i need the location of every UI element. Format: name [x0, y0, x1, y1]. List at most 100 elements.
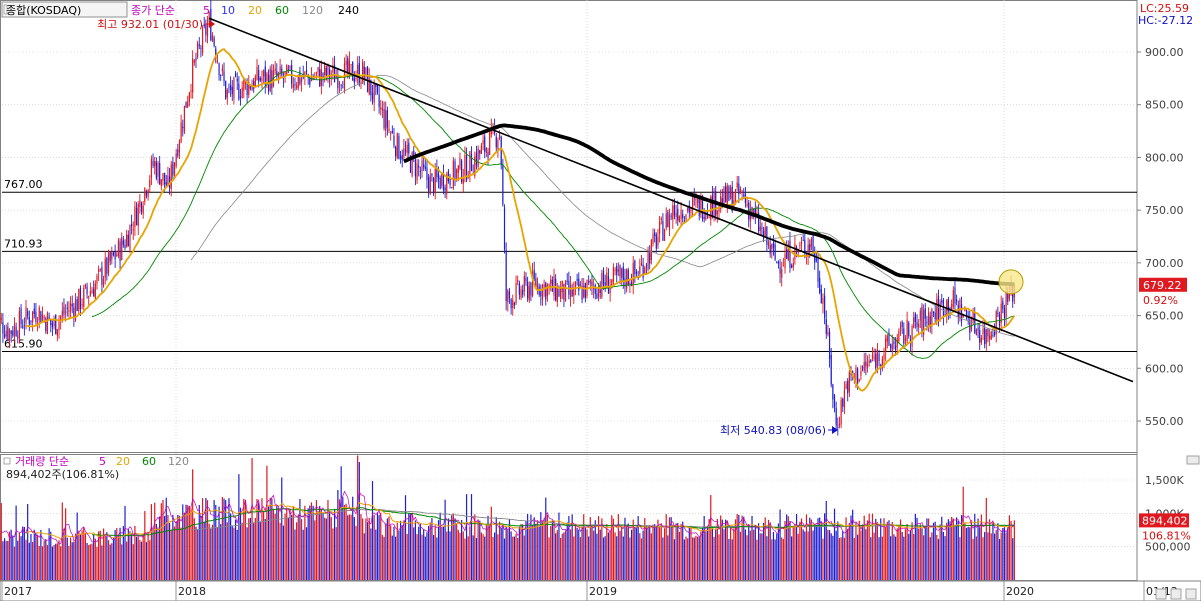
candle-body: [269, 68, 271, 91]
volume-bar: [589, 517, 591, 580]
volume-bar: [287, 517, 289, 580]
volume-bar: [190, 508, 192, 580]
volume-bar: [748, 524, 750, 580]
candle-body: [939, 302, 941, 318]
low-arrow-head: [832, 426, 839, 434]
candle-body: [177, 149, 179, 156]
candle-body: [951, 304, 953, 311]
volume-bar: [264, 519, 266, 580]
volume-bar: [805, 514, 808, 580]
volume-bar: [944, 536, 946, 580]
volume-bar: [718, 534, 720, 580]
volume-bar: [399, 520, 402, 580]
candle-body: [50, 319, 52, 326]
volume-bar: [1010, 520, 1012, 580]
volume-bar: [825, 500, 827, 580]
volume-bar: [951, 516, 953, 580]
volume-bar: [675, 523, 677, 580]
volume-bar: [749, 530, 751, 580]
candle-body: [183, 105, 186, 133]
volume-bar: [886, 521, 888, 580]
candle-body: [263, 70, 265, 77]
volume-bar: [914, 513, 916, 580]
volume-bar: [581, 526, 583, 580]
volume-bar: [820, 521, 822, 580]
volume-bar: [556, 530, 558, 580]
volume-bar: [794, 524, 796, 580]
candle-body: [876, 349, 879, 367]
candle-body: [692, 198, 694, 209]
volume-bar: [555, 533, 557, 580]
volume-bar: [60, 546, 62, 580]
volume-bar: [492, 537, 494, 580]
candle-body: [215, 48, 217, 59]
volume-bar: [159, 516, 161, 580]
candle-body: [875, 353, 877, 369]
volume-bar: [13, 546, 16, 580]
volume-bar: [12, 535, 14, 580]
volume-bar: [642, 530, 644, 580]
volume-bar: [365, 518, 367, 580]
candle-body: [617, 269, 619, 272]
volume-bar: [142, 534, 144, 580]
volume-bar: [984, 532, 986, 580]
volume-bar: [498, 521, 501, 580]
volume-bar: [652, 524, 654, 580]
volume-bar: [183, 512, 186, 580]
candle-body: [924, 308, 926, 319]
candle-body: [249, 85, 252, 89]
volume-bar: [533, 517, 535, 580]
volume-bar: [758, 523, 760, 580]
candle-body: [182, 126, 184, 129]
candle-body: [837, 426, 839, 428]
volume-bar: [861, 524, 864, 580]
volume-bar: [259, 522, 261, 580]
candle-body: [223, 71, 225, 81]
volume-bar: [563, 532, 565, 580]
volume-bar: [406, 533, 408, 580]
candle-body: [597, 285, 600, 298]
candle-body: [121, 237, 123, 260]
volume-bar: [69, 537, 72, 580]
candle-body: [825, 319, 827, 334]
candle-body: [479, 150, 481, 154]
volume-bar: [145, 542, 148, 580]
volume-bar: [857, 534, 859, 580]
volume-bar: [0, 503, 2, 580]
volume-ma5-line: [1, 490, 1015, 545]
candle-body: [200, 48, 202, 49]
volume-bar: [291, 514, 293, 580]
candle-body: [226, 89, 228, 98]
candle-body: [647, 250, 649, 270]
candle-body: [315, 72, 318, 74]
candle-body: [329, 68, 331, 80]
price-tag-box: [1139, 277, 1187, 292]
volume-bar: [461, 520, 463, 580]
volume-bar: [885, 527, 887, 580]
volume-bar: [434, 526, 436, 580]
volume-bar: [929, 537, 931, 580]
candle-body: [781, 269, 783, 278]
volume-bar: [456, 523, 458, 580]
volume-bar: [936, 534, 938, 580]
volume-bar: [662, 537, 664, 580]
volume-bar: [376, 512, 379, 580]
volume-bar: [254, 517, 256, 580]
candle-body: [550, 279, 552, 284]
volume-bar: [277, 507, 280, 580]
volume-bar: [698, 537, 700, 580]
volume-bar: [193, 518, 195, 580]
candle-body: [102, 278, 105, 287]
candle-body: [904, 338, 907, 341]
candle-body: [630, 282, 633, 287]
volume-bar: [289, 508, 291, 580]
volume-bar: [347, 515, 349, 580]
volume-bar: [465, 494, 468, 580]
volume-bar: [195, 526, 197, 580]
volume-bar: [337, 490, 339, 580]
volume-bar: [330, 517, 332, 580]
candle-body: [309, 77, 311, 85]
volume-bar: [696, 536, 699, 580]
candle-body: [225, 81, 227, 99]
volume-bar: [677, 522, 679, 580]
